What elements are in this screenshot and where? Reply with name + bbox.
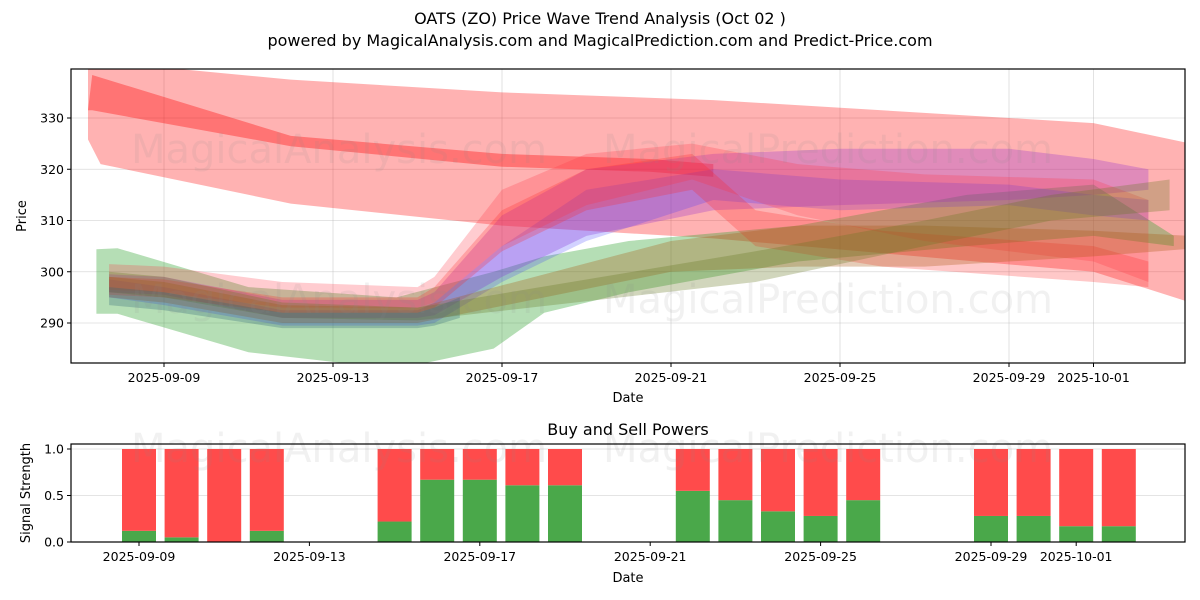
signal-x-tick-label: 2025-09-17 xyxy=(443,549,516,564)
watermark-top-left: MagicalAnalysis.com xyxy=(131,127,547,173)
price-y-tick-label: 290 xyxy=(40,316,64,331)
price-y-axis: 290 300 310 320 330 xyxy=(40,111,71,331)
sell-bar xyxy=(164,449,199,538)
sell-bar xyxy=(122,449,156,531)
buy-bar xyxy=(1101,526,1136,542)
signal-x-tick-label: 2025-10-01 xyxy=(1040,549,1113,564)
sell-bar xyxy=(1016,449,1051,516)
buy-bar xyxy=(462,479,497,542)
signal-y-tick-label: 0.5 xyxy=(44,488,64,503)
watermark-bottom-left: MagicalAnalysis.com xyxy=(131,426,547,472)
sell-bar xyxy=(1059,449,1094,527)
signal-x-axis-label: Date xyxy=(612,571,643,586)
sell-bar xyxy=(974,449,1008,516)
watermark-mid-left: MagicalAnalysis.com xyxy=(131,277,547,323)
price-x-tick-label: 2025-09-17 xyxy=(466,370,539,385)
buy-bar xyxy=(505,485,540,542)
buy-bar xyxy=(122,530,156,542)
buy-bar xyxy=(675,490,710,542)
band-red-narrow-upper xyxy=(88,75,714,177)
price-y-axis-label: Price xyxy=(15,200,30,232)
buy-bar xyxy=(846,500,881,542)
sell-bar xyxy=(249,449,284,531)
band-brown-band xyxy=(109,225,1185,323)
signal-y-axis-label: Signal Strength xyxy=(19,443,34,543)
signal-x-tick-label: 2025-09-21 xyxy=(614,549,687,564)
buy-bar xyxy=(249,530,284,542)
signal-x-tick-label: 2025-09-09 xyxy=(103,549,176,564)
buy-bar xyxy=(164,537,199,542)
sell-bar xyxy=(803,449,838,516)
sell-bar xyxy=(420,449,455,480)
sell-bar xyxy=(505,449,540,486)
band-red-band-2 xyxy=(109,153,1149,313)
signal-chart-title: Buy and Sell Powers xyxy=(547,420,709,439)
sell-bar xyxy=(846,449,881,501)
price-y-tick-label: 310 xyxy=(40,213,64,228)
signal-x-tick-label: 2025-09-13 xyxy=(273,549,346,564)
buy-bar xyxy=(1016,515,1051,542)
buy-bar xyxy=(548,485,582,542)
signal-y-tick-label: 1.0 xyxy=(44,442,64,457)
price-y-tick-label: 300 xyxy=(40,264,64,279)
watermark-bottom-right: MagicalPrediction.com xyxy=(603,426,1053,472)
price-y-tick-label: 330 xyxy=(40,111,64,126)
chart-subtitle: powered by MagicalAnalysis.com and Magic… xyxy=(267,31,933,50)
sell-bar xyxy=(377,449,412,522)
band-olive-band xyxy=(109,179,1170,321)
sell-bar xyxy=(1101,449,1136,527)
price-x-tick-label: 2025-09-29 xyxy=(973,370,1046,385)
buy-bar xyxy=(761,511,795,542)
band-purple-band-1 xyxy=(109,148,1149,318)
buy-bar xyxy=(1059,526,1094,542)
signal-plot-frame xyxy=(70,443,1186,543)
price-x-tick-label: 2025-09-21 xyxy=(635,370,708,385)
signal-y-axis: 0.0 0.5 1.0 xyxy=(44,442,71,550)
sell-bar xyxy=(462,449,497,480)
signal-x-tick-label: 2025-09-25 xyxy=(784,549,857,564)
watermark-mid-right: MagicalPrediction.com xyxy=(603,277,1053,323)
signal-x-tick-label: 2025-09-29 xyxy=(955,549,1028,564)
sell-bar xyxy=(761,449,795,512)
sell-bar xyxy=(548,449,582,486)
buy-bar xyxy=(718,500,753,542)
buy-bar xyxy=(377,521,412,542)
band-pink-band-1 xyxy=(109,143,1149,308)
price-grid xyxy=(71,69,1185,363)
signal-bars xyxy=(122,449,1136,542)
signal-x-axis: 2025-09-09 2025-09-13 2025-09-17 2025-09-21… xyxy=(103,542,1113,564)
buy-bar xyxy=(420,479,455,542)
price-bands xyxy=(88,69,1185,363)
sell-bar xyxy=(207,449,242,542)
price-y-tick-label: 320 xyxy=(40,162,64,177)
price-x-tick-label: 2025-09-25 xyxy=(804,370,877,385)
band-teal-band xyxy=(109,287,460,329)
price-x-tick-label: 2025-10-01 xyxy=(1057,370,1130,385)
price-plot-frame xyxy=(70,68,1186,364)
buy-bar xyxy=(803,515,838,542)
band-blue-band xyxy=(109,169,1149,326)
signal-y-tick-label: 0.0 xyxy=(44,535,64,550)
price-x-tick-label: 2025-09-09 xyxy=(128,370,201,385)
price-x-axis-label: Date xyxy=(612,391,643,406)
sell-bar xyxy=(718,449,753,501)
band-red-wide-upper xyxy=(88,69,1185,301)
band-green-wide xyxy=(96,184,1174,363)
price-x-tick-label: 2025-09-13 xyxy=(297,370,370,385)
buy-bar xyxy=(974,515,1008,542)
chart-title: OATS (ZO) Price Wave Trend Analysis (Oct… xyxy=(414,9,786,28)
watermark-top-right: MagicalPrediction.com xyxy=(603,127,1053,173)
price-x-axis: 2025-09-09 2025-09-13 2025-09-17 2025-09-21… xyxy=(128,363,1130,385)
sell-bar xyxy=(675,449,710,491)
